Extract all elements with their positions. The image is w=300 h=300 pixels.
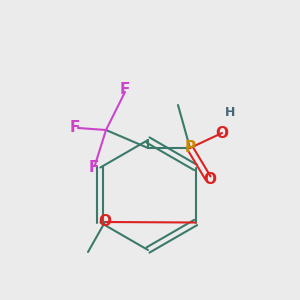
Text: H: H [225, 106, 235, 118]
Text: F: F [89, 160, 99, 175]
Text: O: O [98, 214, 112, 230]
Text: F: F [120, 82, 130, 97]
Text: P: P [184, 140, 196, 155]
Text: O: O [215, 125, 229, 140]
Text: F: F [70, 121, 80, 136]
Text: O: O [203, 172, 217, 188]
